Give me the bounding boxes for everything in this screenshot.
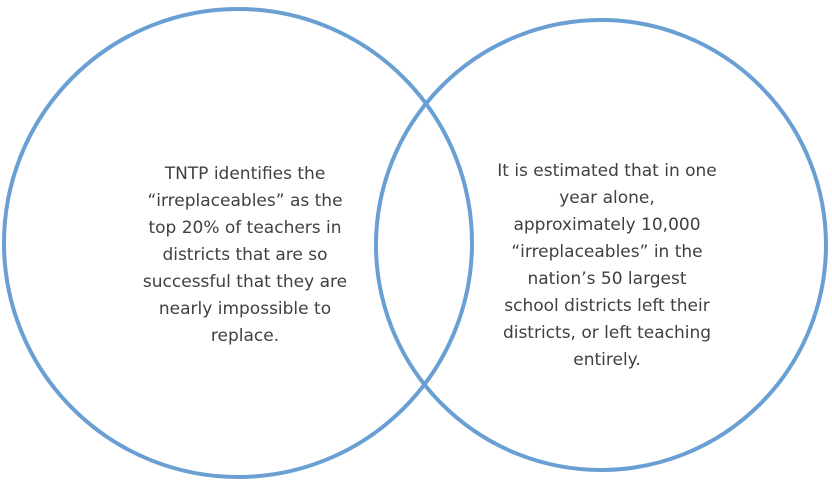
circle-text-line: replace. — [211, 326, 279, 346]
circle-text-line: entirely. — [573, 350, 640, 370]
circle-text-line: approximately 10,000 — [513, 215, 700, 235]
circle-text-line: “irreplaceables” in the — [511, 242, 702, 262]
right-circle — [374, 18, 828, 472]
circle-text-line: nearly impossible to — [159, 299, 331, 319]
circle-text-line: top 20% of teachers in — [148, 218, 341, 238]
circle-text-line: school districts left their — [504, 296, 709, 316]
circle-text-line: “irreplaceables” as the — [147, 191, 342, 211]
left-circle — [2, 7, 474, 479]
circle-text-line: It is estimated that in one — [497, 161, 717, 181]
circle-text-line: TNTP identifies the — [164, 164, 326, 184]
circle-text-line: successful that they are — [143, 272, 347, 292]
circle-text-line: districts that are so — [162, 245, 327, 265]
circle-text-line: districts, or left teaching — [503, 323, 711, 343]
circle-text-line: nation’s 50 largest — [527, 269, 686, 289]
circle-text-line: year alone, — [559, 188, 655, 208]
